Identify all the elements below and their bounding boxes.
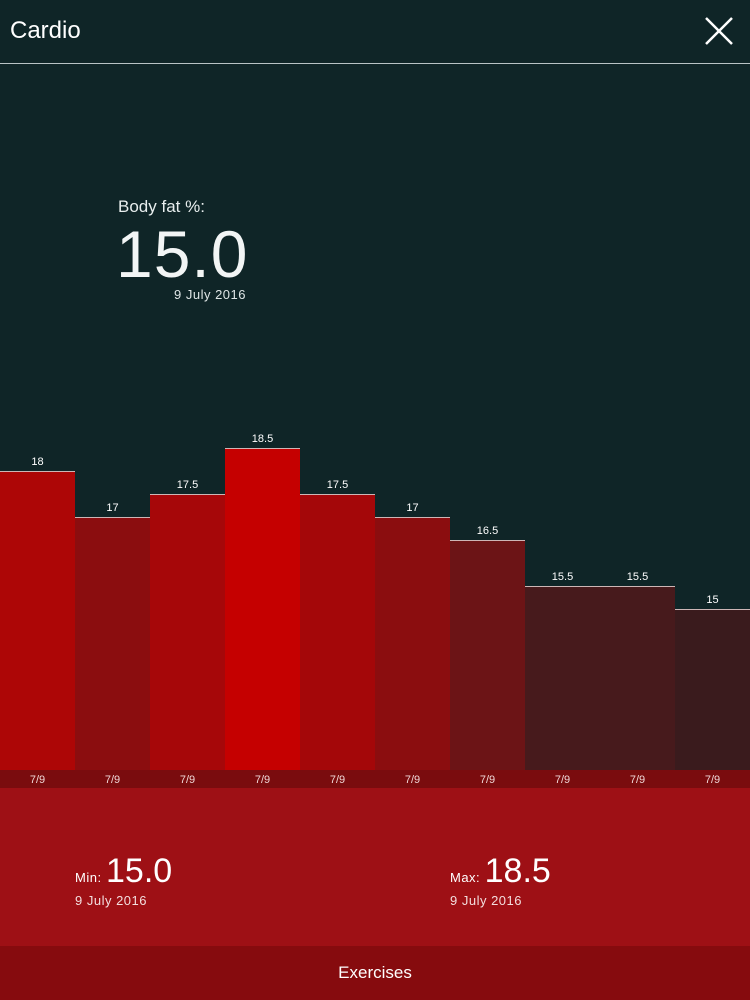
bar-value-label: 18.5 bbox=[252, 433, 273, 445]
bar[interactable] bbox=[225, 448, 300, 770]
min-label: Min: bbox=[75, 870, 102, 885]
metric-label: Body fat %: bbox=[118, 197, 205, 216]
header-bar: Cardio bbox=[0, 0, 750, 64]
max-date: 9 July 2016 bbox=[450, 893, 522, 908]
bar-value-label: 17.5 bbox=[177, 479, 198, 491]
min-stat: Min: 15.0 9 July 2016 bbox=[75, 852, 172, 908]
min-date: 9 July 2016 bbox=[75, 893, 147, 908]
x-axis-band bbox=[0, 770, 750, 788]
close-button[interactable] bbox=[702, 14, 736, 48]
bar[interactable] bbox=[0, 471, 75, 770]
bar[interactable] bbox=[450, 540, 525, 770]
bar[interactable] bbox=[75, 517, 150, 770]
x-tick-label: 7/9 bbox=[555, 774, 570, 786]
bar[interactable] bbox=[525, 586, 600, 770]
page-title: Cardio bbox=[10, 17, 81, 44]
metric-date: 9 July 2016 bbox=[174, 287, 246, 302]
x-tick-label: 7/9 bbox=[480, 774, 495, 786]
metric-value: 15.0 bbox=[116, 217, 249, 291]
body-fat-bar-chart: 18 7/9 17 7/9 17.5 7/9 18.5 7/9 17.5 7/9 17 7/9 16.5… bbox=[0, 433, 750, 788]
bar-value-label: 17.5 bbox=[327, 479, 348, 491]
x-tick-label: 7/9 bbox=[630, 774, 645, 786]
x-tick-label: 7/9 bbox=[405, 774, 420, 786]
summary-panel: Min: 15.0 9 July 2016 Max: 18.5 9 July 2… bbox=[0, 788, 750, 946]
bar-value-label: 15.5 bbox=[552, 571, 573, 583]
bar[interactable] bbox=[675, 609, 750, 770]
bar[interactable] bbox=[375, 517, 450, 770]
max-value: 18.5 bbox=[484, 852, 551, 890]
bar[interactable] bbox=[600, 586, 675, 770]
x-tick-label: 7/9 bbox=[705, 774, 720, 786]
x-tick-label: 7/9 bbox=[255, 774, 270, 786]
x-tick-label: 7/9 bbox=[330, 774, 345, 786]
exercises-button[interactable]: Exercises bbox=[0, 946, 750, 1000]
bar[interactable] bbox=[150, 494, 225, 770]
max-stat: Max: 18.5 9 July 2016 bbox=[450, 852, 551, 908]
x-tick-label: 7/9 bbox=[105, 774, 120, 786]
bar[interactable] bbox=[300, 494, 375, 770]
x-tick-label: 7/9 bbox=[30, 774, 45, 786]
min-value: 15.0 bbox=[106, 852, 173, 890]
bar-value-label: 15.5 bbox=[627, 571, 648, 583]
max-label: Max: bbox=[450, 870, 481, 885]
x-tick-label: 7/9 bbox=[180, 774, 195, 786]
close-icon bbox=[705, 17, 733, 45]
bar-value-label: 17 bbox=[406, 502, 418, 514]
bar-value-label: 18 bbox=[31, 456, 43, 468]
bar-value-label: 17 bbox=[106, 502, 118, 514]
bar-value-label: 16.5 bbox=[477, 525, 498, 537]
bar-value-label: 15 bbox=[706, 594, 718, 606]
